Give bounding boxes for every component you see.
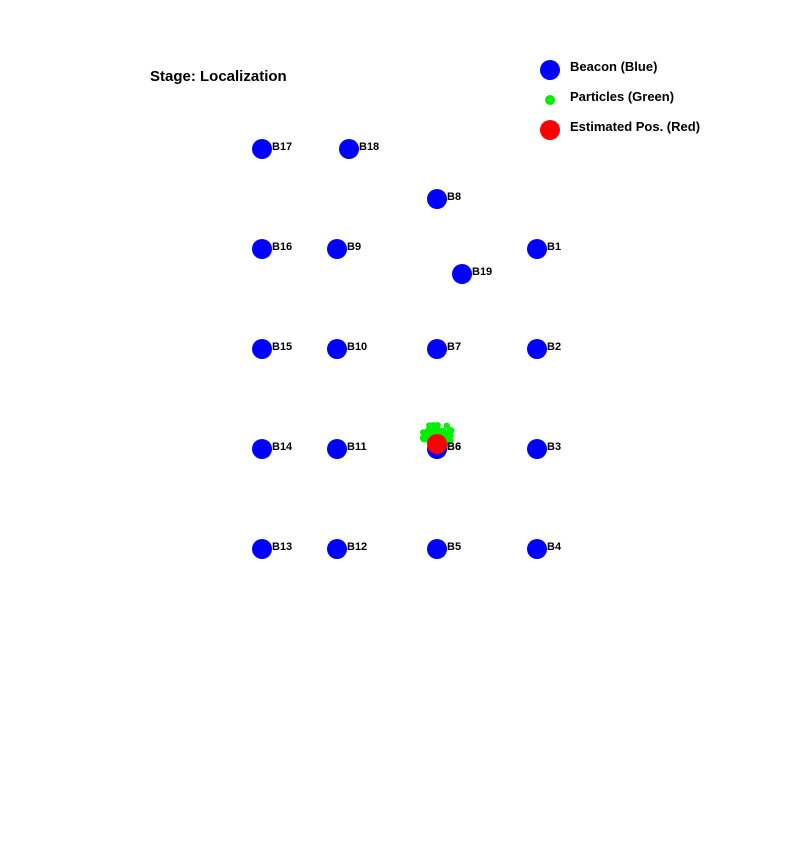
legend-label-particles: Particles (Green) (570, 89, 675, 104)
beacon-marker (252, 539, 272, 559)
beacon-marker (427, 189, 447, 209)
particle-marker-icon (545, 95, 555, 105)
beacon-label: B13 (272, 541, 292, 553)
beacon-marker (339, 139, 359, 159)
particle (446, 426, 454, 434)
beacon-b13: B13 (252, 539, 292, 559)
beacon-b17: B17 (252, 139, 292, 159)
beacon-layer: B1 B2 B3 B4 B5 B6 B7 B8 B9 B10 B11 B12 B13 B14 B15 B16 B… (252, 139, 562, 559)
beacon-label: B4 (547, 541, 562, 553)
beacon-marker (252, 439, 272, 459)
beacon-label: B8 (447, 191, 461, 203)
beacon-b10: B10 (327, 339, 367, 359)
beacon-b11: B11 (327, 439, 367, 459)
beacon-marker (327, 439, 347, 459)
beacon-marker (527, 339, 547, 359)
beacon-marker (252, 239, 272, 259)
beacon-marker (527, 539, 547, 559)
beacon-label: B12 (347, 541, 367, 553)
beacon-b1: B1 (527, 239, 561, 259)
stage-title: Stage: Localization (150, 68, 287, 85)
beacon-label: B17 (272, 141, 292, 153)
beacon-marker-icon (540, 60, 560, 80)
particle (447, 432, 454, 439)
estimate-marker-icon (540, 120, 560, 140)
beacon-b8: B8 (427, 189, 461, 209)
beacon-b14: B14 (252, 439, 293, 459)
beacon-label: B18 (359, 141, 379, 153)
particle (426, 422, 433, 429)
beacon-label: B16 (272, 241, 292, 253)
beacon-marker (327, 539, 347, 559)
beacon-label: B11 (347, 441, 367, 453)
beacon-label: B15 (272, 341, 292, 353)
beacon-marker (527, 439, 547, 459)
estimated-position-marker (427, 434, 447, 454)
beacon-marker (327, 239, 347, 259)
beacon-label: B6 (447, 441, 461, 453)
beacon-b7: B7 (427, 339, 461, 359)
beacon-label: B10 (347, 341, 367, 353)
beacon-b5: B5 (427, 539, 461, 559)
beacon-marker (327, 339, 347, 359)
beacon-label: B3 (547, 441, 561, 453)
beacon-b16: B16 (252, 239, 292, 259)
beacon-marker (527, 239, 547, 259)
beacon-label: B5 (447, 541, 461, 553)
beacon-marker (252, 139, 272, 159)
beacon-b19: B19 (452, 264, 492, 284)
legend-label-beacon: Beacon (Blue) (570, 59, 658, 74)
beacon-b12: B12 (327, 539, 367, 559)
beacon-label: B1 (547, 241, 561, 253)
beacon-label: B2 (547, 341, 561, 353)
beacon-label: B9 (347, 241, 361, 253)
beacon-label-overlay: B6 (447, 441, 461, 453)
beacon-marker (252, 339, 272, 359)
particle (430, 429, 437, 436)
beacon-b15: B15 (252, 339, 292, 359)
beacon-b9: B9 (327, 239, 361, 259)
beacon-label: B7 (447, 341, 461, 353)
beacon-marker (427, 539, 447, 559)
beacon-b4: B4 (527, 539, 562, 559)
particle (423, 432, 431, 440)
beacon-b2: B2 (527, 339, 561, 359)
beacon-label: B19 (472, 266, 492, 278)
beacon-label: B14 (272, 441, 293, 453)
beacon-marker (452, 264, 472, 284)
beacon-marker (427, 339, 447, 359)
beacon-b3: B3 (527, 439, 561, 459)
beacon-b18: B18 (339, 139, 379, 159)
estimate-layer: B6 (427, 434, 461, 454)
legend-label-estimate: Estimated Pos. (Red) (570, 119, 701, 134)
